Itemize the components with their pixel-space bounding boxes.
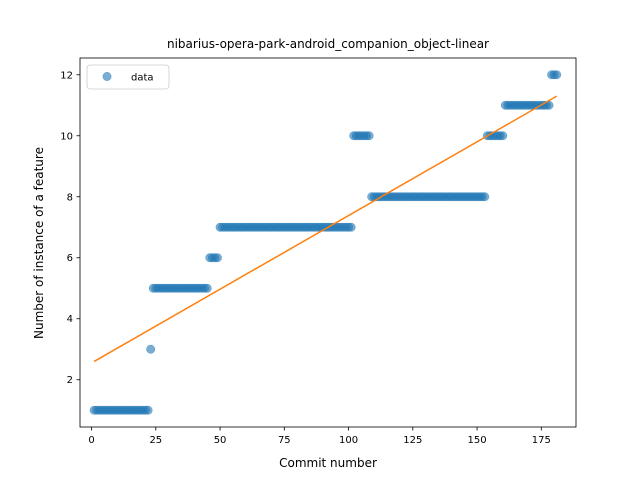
x-tick-label: 125 (403, 435, 422, 446)
y-tick-label: 10 (60, 131, 73, 142)
data-point (213, 253, 222, 263)
data-point (498, 131, 508, 141)
chart-title: nibarius-opera-park-android_companion_ob… (167, 37, 489, 51)
fit-line (93, 95, 558, 363)
y-tick-label: 2 (67, 375, 73, 386)
x-tick-label: 175 (532, 435, 551, 446)
y-axis-label: Number of instance of a feature (32, 147, 46, 339)
legend-box (86, 64, 170, 90)
data-point (364, 131, 374, 141)
data-point (346, 222, 356, 232)
plot-area: 0 25 50 75 100 125 150 175 2 4 6 8 10 12 data (60, 57, 577, 446)
x-tick-label: 0 (88, 435, 94, 446)
y-tick-label: 12 (60, 70, 73, 81)
x-tick-label: 75 (278, 435, 291, 446)
legend-label: data (131, 73, 154, 84)
data-point (146, 344, 156, 354)
legend-marker (102, 72, 112, 81)
x-tick-label: 100 (339, 435, 358, 446)
legend: data (86, 64, 170, 90)
x-tick-label: 25 (149, 435, 162, 446)
x-axis-label: Commit number (279, 456, 377, 470)
y-tick-label: 6 (67, 253, 73, 264)
data-point (202, 283, 212, 293)
x-tick-label: 150 (468, 435, 487, 446)
data-point (552, 70, 562, 80)
axes-frame (79, 57, 577, 428)
y-tick-label: 4 (67, 314, 73, 325)
data-point (143, 405, 153, 415)
x-tick-label: 50 (214, 435, 227, 446)
y-tick-label: 8 (67, 192, 73, 203)
data-point (480, 192, 490, 202)
